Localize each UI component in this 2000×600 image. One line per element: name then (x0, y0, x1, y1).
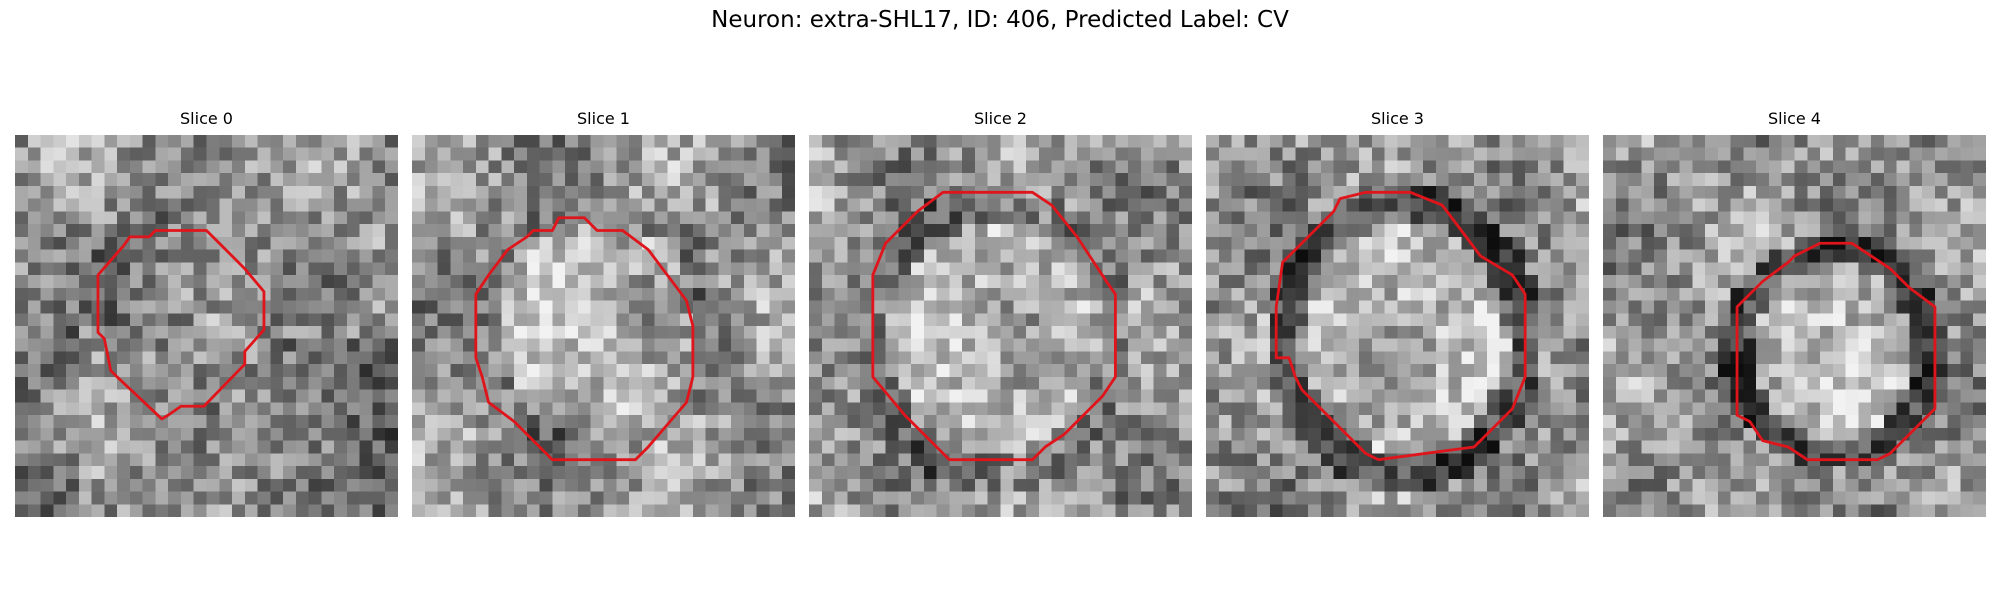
slice-2-contour (871, 190, 1117, 462)
slice-0-contour (96, 229, 266, 421)
slice-1-contour (474, 216, 695, 462)
slice-1-svg (412, 135, 795, 517)
slice-0-svg (15, 135, 398, 517)
slice-2-image (809, 135, 1192, 517)
slice-3-contour (1274, 190, 1527, 462)
slice-4-image (1603, 135, 1986, 517)
slice-4-contour (1735, 241, 1937, 462)
slice-1-image (412, 135, 795, 517)
slice-1-title: Slice 1 (577, 109, 630, 128)
slice-0-image (15, 135, 398, 517)
slice-0-title: Slice 0 (180, 109, 233, 128)
slice-3-title: Slice 3 (1371, 109, 1424, 128)
slice-2-svg (809, 135, 1192, 517)
slice-4-svg (1603, 135, 1986, 517)
slice-2-title: Slice 2 (974, 109, 1027, 128)
slice-4-title: Slice 4 (1768, 109, 1821, 128)
slice-3-svg (1206, 135, 1589, 517)
slice-3-image (1206, 135, 1589, 517)
figure-suptitle: Neuron: extra-SHL17, ID: 406, Predicted … (711, 7, 1289, 33)
